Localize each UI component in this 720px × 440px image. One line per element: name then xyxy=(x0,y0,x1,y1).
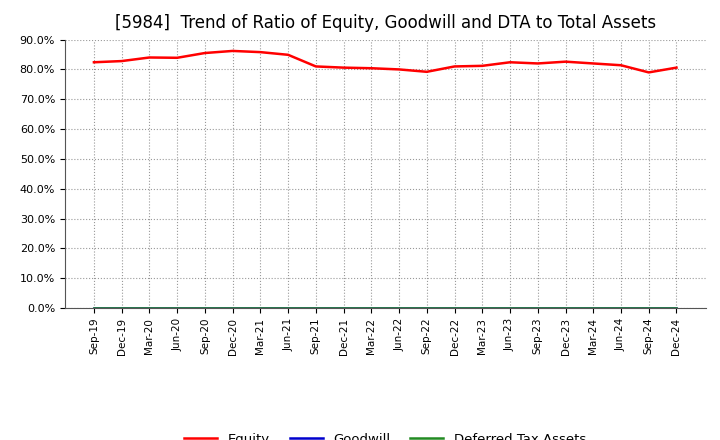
Deferred Tax Assets xyxy=(423,305,431,311)
Goodwill xyxy=(173,305,181,311)
Deferred Tax Assets xyxy=(173,305,181,311)
Deferred Tax Assets xyxy=(256,305,265,311)
Goodwill xyxy=(89,305,98,311)
Equity xyxy=(478,63,487,69)
Deferred Tax Assets xyxy=(644,305,653,311)
Goodwill xyxy=(616,305,625,311)
Goodwill xyxy=(312,305,320,311)
Equity xyxy=(145,55,154,60)
Goodwill xyxy=(534,305,542,311)
Goodwill xyxy=(672,305,681,311)
Equity xyxy=(312,64,320,69)
Equity xyxy=(256,49,265,55)
Goodwill xyxy=(450,305,459,311)
Deferred Tax Assets xyxy=(561,305,570,311)
Goodwill xyxy=(284,305,292,311)
Equity xyxy=(228,48,237,54)
Deferred Tax Assets xyxy=(505,305,514,311)
Deferred Tax Assets xyxy=(284,305,292,311)
Deferred Tax Assets xyxy=(117,305,126,311)
Equity xyxy=(173,55,181,60)
Equity xyxy=(672,65,681,70)
Goodwill xyxy=(644,305,653,311)
Goodwill xyxy=(505,305,514,311)
Deferred Tax Assets xyxy=(339,305,348,311)
Deferred Tax Assets xyxy=(589,305,598,311)
Goodwill xyxy=(117,305,126,311)
Equity xyxy=(644,70,653,75)
Equity xyxy=(616,62,625,68)
Goodwill xyxy=(423,305,431,311)
Deferred Tax Assets xyxy=(534,305,542,311)
Deferred Tax Assets xyxy=(367,305,376,311)
Equity xyxy=(423,69,431,74)
Deferred Tax Assets xyxy=(478,305,487,311)
Deferred Tax Assets xyxy=(450,305,459,311)
Line: Equity: Equity xyxy=(94,51,677,73)
Deferred Tax Assets xyxy=(228,305,237,311)
Goodwill xyxy=(256,305,265,311)
Goodwill xyxy=(201,305,210,311)
Deferred Tax Assets xyxy=(672,305,681,311)
Legend: Equity, Goodwill, Deferred Tax Assets: Equity, Goodwill, Deferred Tax Assets xyxy=(179,427,591,440)
Equity xyxy=(284,52,292,58)
Equity xyxy=(89,60,98,65)
Equity xyxy=(589,61,598,66)
Goodwill xyxy=(478,305,487,311)
Deferred Tax Assets xyxy=(145,305,154,311)
Equity xyxy=(534,61,542,66)
Goodwill xyxy=(367,305,376,311)
Deferred Tax Assets xyxy=(395,305,403,311)
Deferred Tax Assets xyxy=(201,305,210,311)
Equity xyxy=(367,66,376,71)
Deferred Tax Assets xyxy=(89,305,98,311)
Equity xyxy=(561,59,570,64)
Goodwill xyxy=(145,305,154,311)
Deferred Tax Assets xyxy=(312,305,320,311)
Equity xyxy=(505,60,514,65)
Goodwill xyxy=(589,305,598,311)
Goodwill xyxy=(395,305,403,311)
Equity xyxy=(395,67,403,72)
Title: [5984]  Trend of Ratio of Equity, Goodwill and DTA to Total Assets: [5984] Trend of Ratio of Equity, Goodwil… xyxy=(114,15,656,33)
Equity xyxy=(117,59,126,64)
Deferred Tax Assets xyxy=(616,305,625,311)
Equity xyxy=(201,50,210,55)
Goodwill xyxy=(228,305,237,311)
Goodwill xyxy=(339,305,348,311)
Equity xyxy=(339,65,348,70)
Equity xyxy=(450,64,459,69)
Goodwill xyxy=(561,305,570,311)
